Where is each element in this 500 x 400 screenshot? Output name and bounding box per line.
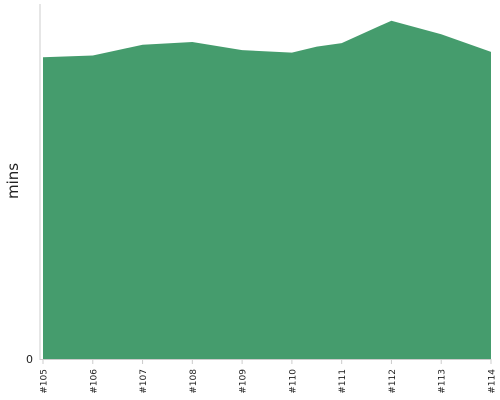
series-area xyxy=(43,20,491,359)
x-tick-label: #106 xyxy=(89,369,99,394)
y-tick-label: 0 xyxy=(26,353,33,366)
x-axis-ticks: #105 #106 #107 #108 #109 #110 #111 #112 #113 #114 xyxy=(40,359,498,394)
x-tick-label: #110 xyxy=(288,369,298,394)
y-axis-title: mins xyxy=(4,163,22,199)
x-tick-label: #113 xyxy=(438,369,448,394)
y-axis-ticks: 0 xyxy=(26,353,33,366)
x-tick-label: #109 xyxy=(239,369,249,394)
x-tick-label: #111 xyxy=(338,369,348,394)
x-tick-label: #105 xyxy=(40,369,50,394)
x-tick-label: #107 xyxy=(139,369,149,394)
x-tick-label: #112 xyxy=(388,369,398,394)
x-tick-label: #108 xyxy=(189,369,199,394)
x-tick-label: #114 xyxy=(488,369,498,394)
